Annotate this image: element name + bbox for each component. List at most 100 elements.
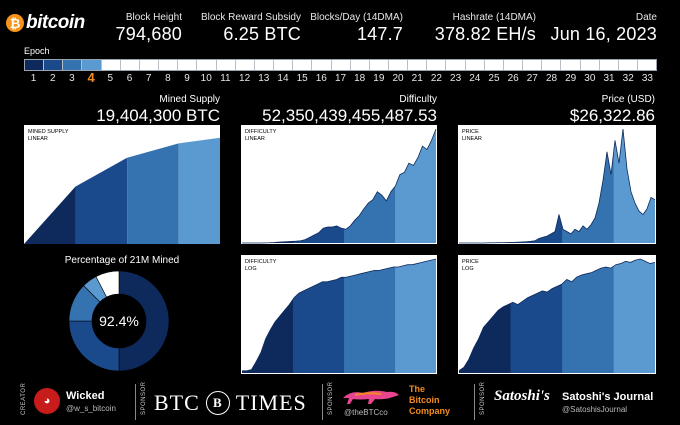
epoch-number: 7	[145, 73, 152, 84]
epoch-number: 2	[49, 73, 56, 84]
epoch-band-3	[344, 259, 396, 373]
epoch-cell	[63, 60, 83, 70]
bitcoin-company-animal-icon[interactable]	[341, 386, 401, 406]
stat-date: Date Jun 16, 2023	[551, 12, 658, 45]
btc-times-left: BTC	[154, 390, 200, 415]
epoch-cell	[44, 60, 64, 70]
epoch-number: 19	[373, 73, 385, 84]
epoch-cell	[159, 60, 179, 70]
epoch-cell	[484, 60, 504, 70]
epoch-number: 17	[334, 73, 347, 84]
area-chart-svg	[458, 258, 656, 373]
difficulty-value: 52,350,439,455,487.53	[262, 106, 437, 125]
epoch-number: 9	[184, 73, 190, 84]
difficulty-header: Difficulty 52,350,439,455,487.53	[262, 94, 437, 126]
mined-supply-label: Mined Supply	[159, 94, 220, 105]
area-chart-svg	[459, 128, 656, 244]
stat-value: 6.25 BTC	[223, 24, 301, 44]
epoch-cell	[216, 60, 236, 70]
mined-percentage-donut: 92.4%	[66, 268, 172, 374]
epoch-number: 25	[488, 73, 500, 84]
epoch-number: 29	[565, 73, 577, 84]
btc-times-right: TIMES	[235, 390, 307, 415]
series-line	[242, 258, 437, 372]
epoch-number: 31	[603, 73, 615, 84]
epoch-cell	[331, 60, 351, 70]
price-header: Price (USD) $26,322.86	[570, 94, 655, 126]
supply-epoch-3	[127, 143, 179, 244]
stat-hashrate: Hashrate (14DMA) 378.82 EH/s	[435, 12, 536, 45]
epoch-number: 23	[450, 73, 462, 84]
epoch-number: 20	[392, 73, 404, 84]
epoch-number: 4	[87, 70, 95, 85]
stat-value: 378.82 EH/s	[434, 24, 536, 44]
epoch-cell	[254, 60, 275, 70]
price-log-chart: PRICE LOG	[458, 255, 656, 374]
epoch-cell	[503, 60, 524, 70]
btc-times-seal-icon: B	[205, 391, 230, 415]
difficulty-linear-chart: DIFFICULTY LINEAR	[241, 125, 437, 244]
stat-label: Hashrate (14DMA)	[452, 12, 536, 23]
supply-epoch-1	[24, 186, 76, 244]
epoch-label: Epoch	[24, 46, 50, 56]
epoch-number: 5	[107, 73, 114, 84]
epoch-cell	[25, 60, 45, 70]
epoch-cell	[638, 60, 657, 70]
epoch-cell	[580, 60, 600, 70]
panel-tag: DIFFICULTY LINEAR	[245, 129, 277, 142]
epoch-cell	[120, 60, 140, 70]
bitcoin-logo: ₿ bitcoin	[6, 10, 85, 36]
creator-handle[interactable]: @w_s_bitcoin	[66, 404, 116, 413]
epoch-band-1	[459, 129, 512, 243]
stat-label: Block Height	[125, 12, 182, 23]
footer-divider	[322, 384, 323, 420]
stat-value: Jun 16, 2023	[550, 24, 657, 44]
epoch-cell	[427, 60, 447, 70]
donut-hole	[92, 294, 146, 348]
epoch-number: 13	[258, 73, 270, 84]
epoch-cell	[82, 60, 102, 70]
price-label: Price (USD)	[601, 94, 655, 105]
stat-block-height: Block Height 794,680	[116, 12, 182, 45]
epoch-number: 33	[641, 73, 653, 84]
bitcoin-wordmark: bitcoin	[26, 12, 85, 33]
epoch-number: 12	[239, 73, 251, 84]
epoch-number: 15	[296, 73, 308, 84]
epoch-band-4	[395, 259, 436, 373]
epoch-number: 26	[507, 73, 519, 84]
epoch-band-2	[293, 259, 345, 373]
series-line	[458, 258, 656, 372]
creator-label: CREATOR	[21, 382, 27, 415]
epoch-band-1	[459, 259, 512, 373]
epoch-band-3	[562, 259, 615, 373]
sponsor-label: SPONSOR	[480, 381, 486, 415]
footer-divider	[474, 384, 475, 420]
mined-supply-linear-chart: MINED SUPPLY LINEAR	[24, 125, 220, 244]
epoch-number: 18	[354, 73, 366, 84]
sponsor3-handle[interactable]: @SatoshisJournal	[562, 405, 628, 414]
panel-tag: PRICE LOG	[462, 259, 479, 272]
epoch-cell	[139, 60, 160, 70]
panel-tag: MINED SUPPLY LINEAR	[28, 129, 69, 142]
satoshis-journal-logo[interactable]: Satoshi's	[494, 388, 550, 404]
epoch-cell	[293, 60, 313, 70]
epoch-number: 24	[469, 73, 481, 84]
stat-block-reward: Block Reward Subsidy 6.25 BTC	[201, 12, 301, 45]
stat-label: Date	[635, 12, 657, 23]
donut-title: Percentage of 21M Mined	[64, 255, 180, 266]
epoch-number: 30	[584, 73, 596, 84]
epoch-number: 3	[69, 73, 75, 84]
sponsor2-handle[interactable]: @theBTCco	[344, 408, 388, 417]
epoch-cell	[178, 60, 198, 70]
wicked-apple-icon: ◕	[34, 388, 60, 414]
panel-tag: DIFFICULTY LOG	[245, 259, 277, 272]
btc-times-logo[interactable]: BTC B TIMES	[154, 390, 307, 416]
epoch-cell	[465, 60, 485, 70]
sponsor-label: SPONSOR	[141, 381, 147, 415]
mined-supply-value: 19,404,300 BTC	[96, 106, 220, 125]
epoch-cell	[312, 60, 332, 70]
epoch-cell	[561, 60, 581, 70]
epoch-cell	[408, 60, 428, 70]
footer-divider	[135, 384, 136, 420]
price-linear-chart: PRICE LINEAR	[458, 125, 656, 244]
